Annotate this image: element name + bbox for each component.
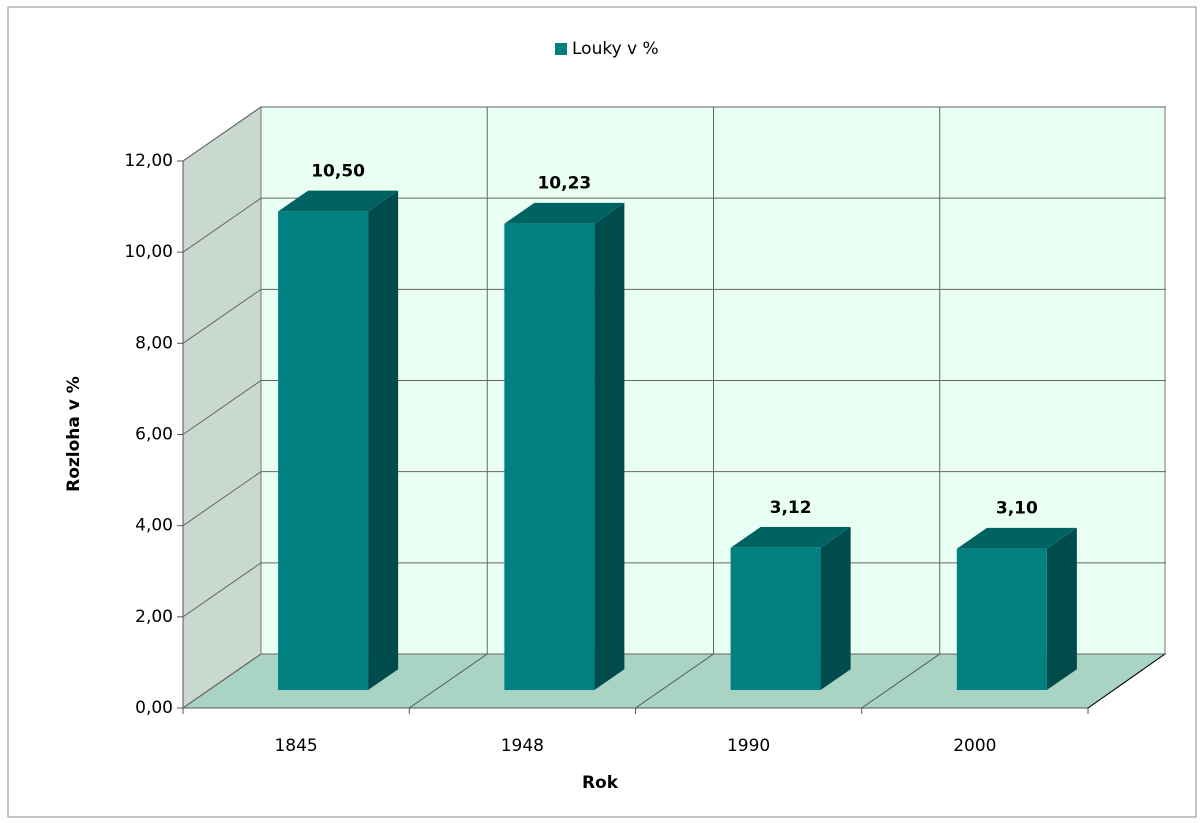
- bar-top: [956, 527, 1077, 549]
- floor-edge: [1087, 653, 1166, 709]
- side-grid-line: [182, 106, 262, 162]
- x-tick-label: 1948: [501, 736, 544, 756]
- x-tick-label: 2000: [953, 736, 996, 756]
- x-axis-title: Rok: [582, 773, 619, 793]
- y-tick-label: 0,00: [135, 698, 173, 718]
- y-tick-label: 4,00: [135, 516, 173, 536]
- bar-side: [368, 190, 399, 691]
- y-axis-title: Rozloha v %: [64, 376, 84, 492]
- side-grid-line: [182, 380, 262, 435]
- y-tick-label: 10,00: [124, 242, 173, 262]
- floor-line: [635, 653, 714, 709]
- side-grid-line: [182, 562, 262, 618]
- side-grid-line: [182, 197, 262, 253]
- bar: [730, 547, 821, 691]
- floor-line: [861, 653, 941, 709]
- y-tick-label: 2,00: [135, 607, 173, 627]
- data-label: 3,10: [996, 499, 1038, 519]
- y-tick-label: 12,00: [124, 151, 173, 171]
- y-tick-label: 8,00: [135, 333, 173, 353]
- bar-side: [820, 527, 851, 691]
- bar-top: [278, 190, 399, 212]
- x-tick-label: 1990: [727, 736, 770, 756]
- side-grid-line: [182, 288, 262, 344]
- bar: [278, 211, 369, 691]
- x-tick-label: 1845: [274, 736, 317, 756]
- bar-side: [1046, 527, 1077, 691]
- side-grid-line: [182, 653, 262, 709]
- bar-top: [504, 202, 625, 224]
- bar-side: [594, 202, 625, 691]
- y-tick-label: 6,00: [135, 425, 173, 445]
- bar: [956, 548, 1047, 691]
- floor-line: [408, 653, 488, 709]
- legend-swatch: [555, 43, 567, 55]
- legend-label: Louky v %: [572, 39, 659, 59]
- data-label: 10,50: [311, 161, 365, 181]
- bar: [504, 223, 595, 691]
- bar-top: [730, 527, 851, 548]
- side-grid-line: [182, 471, 262, 527]
- data-label: 10,23: [537, 174, 591, 194]
- data-label: 3,12: [770, 498, 812, 518]
